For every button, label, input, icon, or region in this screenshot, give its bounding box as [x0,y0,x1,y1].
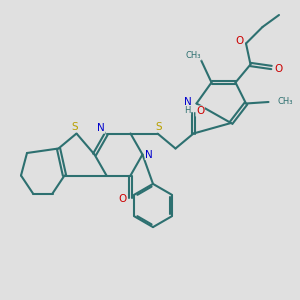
Text: O: O [235,35,244,46]
Text: S: S [156,122,162,132]
Text: CH₃: CH₃ [186,51,201,60]
Text: O: O [196,106,204,116]
Text: N: N [145,149,153,160]
Text: CH₃: CH₃ [278,98,293,106]
Text: N: N [184,97,191,107]
Text: H: H [184,106,191,115]
Text: S: S [72,122,78,132]
Text: O: O [118,194,126,204]
Text: O: O [274,64,282,74]
Text: N: N [97,123,105,133]
